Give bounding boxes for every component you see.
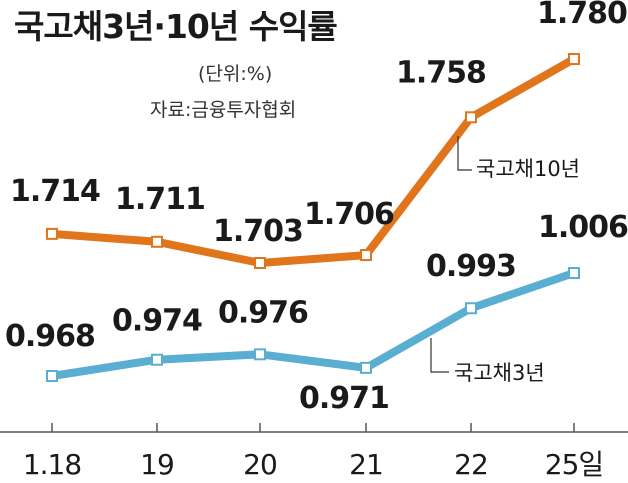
data-point-marker	[254, 348, 266, 361]
data-label: 0.976	[218, 295, 308, 330]
data-label: 0.974	[112, 304, 202, 339]
data-point-marker	[46, 227, 58, 240]
data-point-marker	[568, 53, 580, 65]
data-point-marker	[465, 302, 477, 315]
x-tick-labels: 1.18 19 20 21 22 25일	[23, 448, 604, 481]
x-tick-label: 22	[454, 448, 488, 481]
data-label: 1.006	[538, 210, 628, 245]
data-point-marker	[151, 235, 163, 248]
data-point-marker	[360, 249, 372, 262]
series-name-label: 국고채10년	[476, 157, 580, 181]
series-line	[48, 269, 578, 380]
data-label: 1.706	[304, 197, 394, 232]
series-3y: 0.968 0.974 0.976 0.971 0.993 1.006 국고채3년	[5, 210, 628, 416]
unit-label: (단위:%)	[198, 63, 272, 85]
x-tick-label: 21	[349, 448, 383, 481]
data-label: 1.711	[115, 182, 205, 217]
data-point-marker	[465, 111, 477, 124]
chart-title: 국고채3년·10년 수익률	[14, 7, 337, 46]
x-tick-label: 19	[140, 448, 174, 481]
series-name-leader	[430, 338, 449, 373]
data-label: 0.993	[426, 249, 516, 284]
data-label: 1.714	[10, 174, 100, 209]
data-point-marker	[46, 370, 58, 382]
x-axis	[0, 423, 628, 433]
series-name-leader	[457, 136, 472, 171]
data-point-marker	[151, 353, 163, 366]
series-line	[48, 55, 578, 267]
source-label: 자료:금융투자협회	[150, 99, 296, 121]
x-tick-label: 1.18	[23, 448, 81, 481]
series-name-label: 국고채3년	[454, 361, 545, 385]
data-point-marker	[254, 257, 266, 269]
x-tick-label: 20	[243, 448, 277, 481]
data-label: 1.703	[213, 214, 303, 249]
data-label: 0.971	[299, 381, 389, 416]
x-tick-label: 25일	[545, 448, 603, 481]
data-label: 1.780	[537, 0, 627, 31]
data-label: 1.758	[396, 55, 486, 90]
data-point-marker	[360, 361, 372, 374]
data-point-marker	[568, 267, 580, 279]
data-label: 0.968	[5, 319, 95, 354]
